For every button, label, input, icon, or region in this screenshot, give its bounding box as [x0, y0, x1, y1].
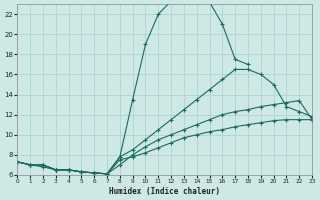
X-axis label: Humidex (Indice chaleur): Humidex (Indice chaleur): [109, 187, 220, 196]
